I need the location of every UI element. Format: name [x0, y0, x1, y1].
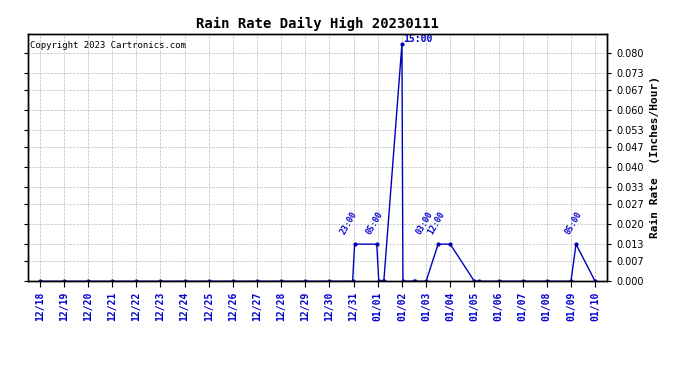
- Text: 05:00: 05:00: [365, 209, 385, 236]
- Text: 12:00: 12:00: [426, 209, 446, 236]
- Text: 05:00: 05:00: [564, 209, 584, 236]
- Title: Rain Rate Daily High 20230111: Rain Rate Daily High 20230111: [196, 17, 439, 31]
- Text: 23:00: 23:00: [338, 209, 358, 236]
- Y-axis label: Rain Rate  (Inches/Hour): Rain Rate (Inches/Hour): [649, 76, 660, 239]
- Text: 15:00: 15:00: [404, 34, 433, 44]
- Text: 03:00: 03:00: [414, 209, 434, 236]
- Text: Copyright 2023 Cartronics.com: Copyright 2023 Cartronics.com: [30, 41, 186, 50]
